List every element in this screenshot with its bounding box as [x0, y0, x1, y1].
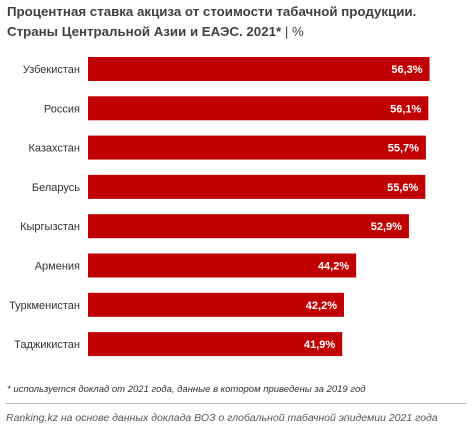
bar — [88, 174, 426, 199]
source-note: Ranking.kz на основе данных доклада ВОЗ … — [6, 412, 438, 424]
data-label: 55,7% — [388, 143, 419, 155]
category-label: Узбекистан — [23, 64, 80, 76]
bar-chart: Узбекистан 56,3% Россия 56,1% Казахстан 55,7%… — [9, 57, 430, 357]
chart-title-text: Процентная ставка акциза от стоимости та… — [7, 4, 417, 39]
data-label: 44,2% — [318, 261, 349, 273]
bar — [88, 332, 343, 357]
bar — [88, 135, 426, 160]
chart-title: Процентная ставка акциза от стоимости та… — [7, 2, 467, 42]
bar — [88, 292, 345, 317]
unit-label: | % — [284, 24, 304, 39]
category-label: Россия — [44, 103, 80, 115]
data-label: 41,9% — [304, 339, 335, 351]
bar — [88, 57, 430, 81]
bar — [88, 253, 357, 278]
category-label: Туркменистан — [9, 300, 80, 312]
category-label: Казахстан — [28, 143, 80, 155]
data-label: 55,6% — [387, 182, 418, 194]
data-label: 56,3% — [391, 64, 422, 76]
category-label: Беларусь — [32, 182, 80, 194]
divider — [5, 403, 467, 404]
category-label: Армения — [35, 261, 80, 273]
category-label: Кыргызстан — [20, 221, 80, 233]
data-label: 56,1% — [390, 103, 421, 115]
data-label: 52,9% — [371, 221, 402, 233]
data-label: 42,2% — [306, 300, 337, 312]
category-label: Таджикистан — [14, 339, 80, 351]
bar — [88, 214, 409, 239]
footnote: * используется доклад от 2021 года, данн… — [7, 384, 366, 395]
bar — [88, 96, 429, 121]
